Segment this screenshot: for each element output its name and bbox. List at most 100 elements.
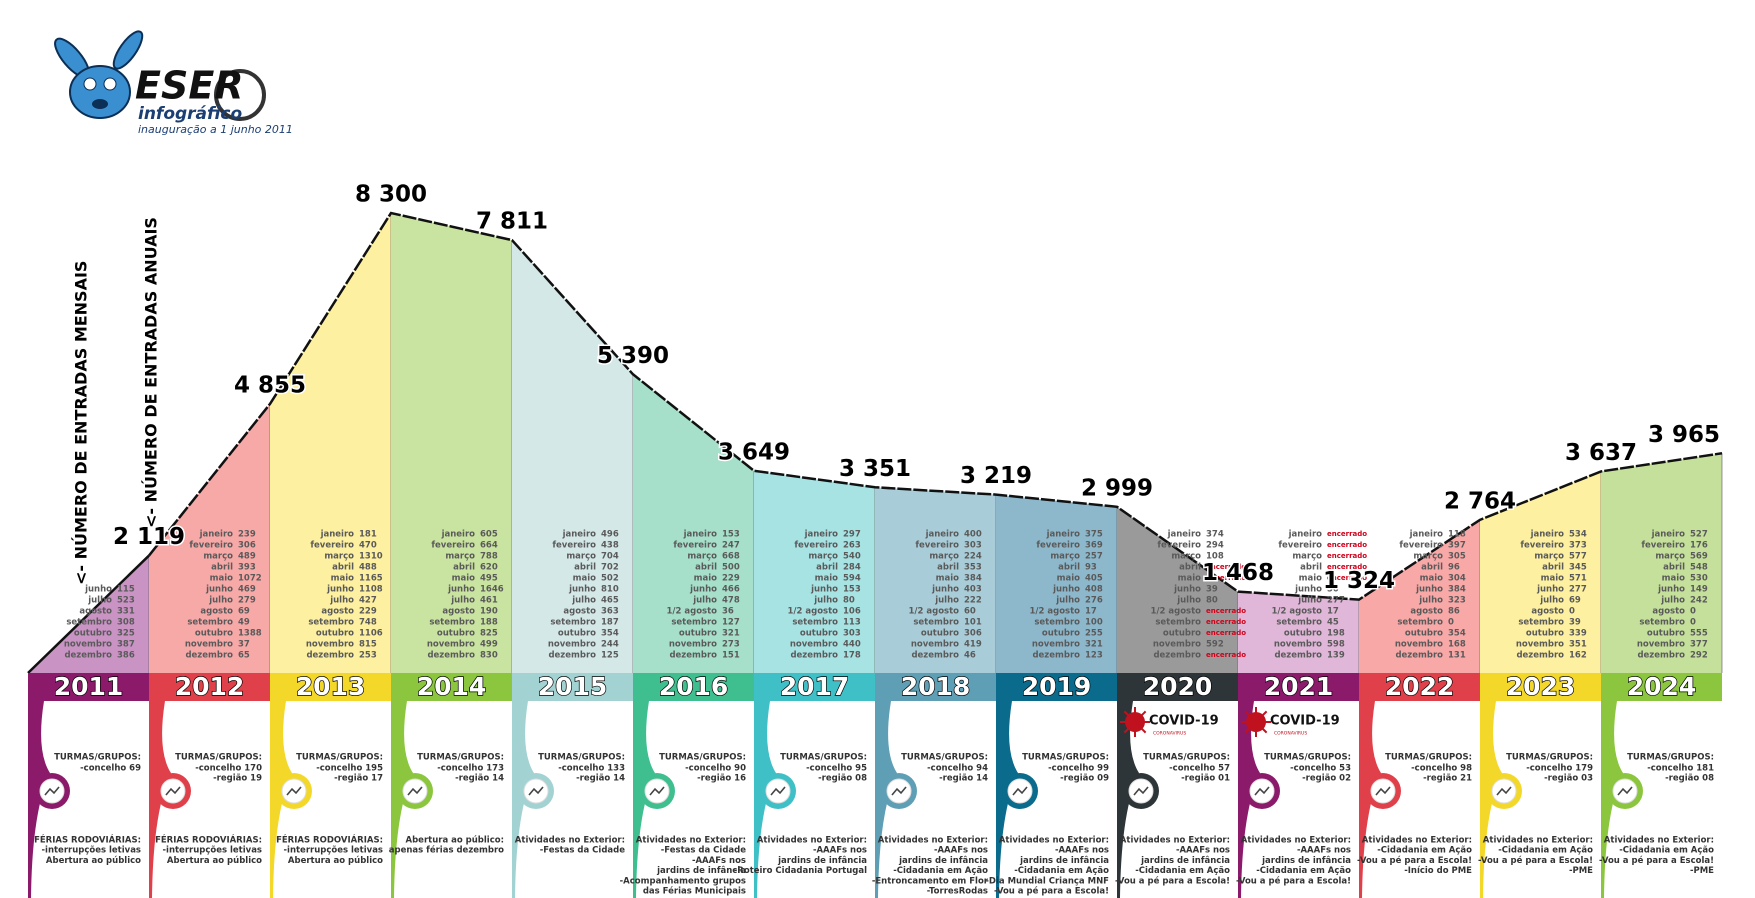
month-value: 351 [1569,640,1587,650]
value-label: 3 637 [1565,440,1637,466]
month-name: outubro [558,629,596,639]
month-name: fevereiro [310,541,354,551]
year-label: 2017 [780,672,850,701]
month-name: março [687,552,717,562]
month-name: dezembro [911,651,959,661]
month-name: outubro [195,629,233,639]
icon-trend [1496,786,1512,796]
groups-item: -concelho 95 [806,764,867,774]
month-value: 419 [964,640,982,650]
month-name: janeiro [441,530,476,540]
month-name: janeiro [1288,530,1323,540]
year-band [270,673,391,701]
groups-item: -concelho 98 [1411,764,1472,774]
month-value: 306 [964,629,982,639]
groups-title: TURMAS/GRUPOS: [1143,753,1230,763]
month-name: março [203,552,233,562]
month-value: 229 [722,574,740,584]
month-value: 825 [480,629,498,639]
month-value: 461 [480,596,498,606]
month-name: novembro [548,640,596,650]
activity-item: jardins de infância [1261,856,1351,866]
month-status: encerrado [1206,618,1246,626]
month-name: agosto [79,607,112,617]
month-name: julho [329,596,354,606]
month-value: 353 [964,563,982,573]
month-value: 403 [964,585,982,595]
activity-item: -Vou a pé para a Escola! [1478,855,1593,866]
month-name: outubro [1405,629,1443,639]
month-name: novembro [64,640,112,650]
icon-trend [407,786,423,796]
month-value: 257 [1085,552,1103,562]
activity-item: -Cidadania em Ação [1498,846,1593,856]
month-name: setembro [1276,618,1322,628]
area-segment [1117,506,1238,673]
month-value: 393 [238,563,256,573]
month-name: fevereiro [673,541,717,551]
month-name: julho [934,596,959,606]
month-value: 224 [964,552,982,562]
month-value: 530 [1690,574,1708,584]
activity-item: -interrupções letivas [163,846,263,856]
logo-head [69,65,131,119]
month-name: outubro [921,629,959,639]
month-value: 321 [722,629,740,639]
month-status: encerrado [1206,607,1246,615]
groups-title: TURMAS/GRUPOS: [1022,753,1109,763]
area-segment [1359,519,1480,673]
groups-title: TURMAS/GRUPOS: [1385,753,1472,763]
month-name: janeiro [562,530,597,540]
area-segment [391,213,512,673]
monthly-list: janeiro 605 fevereiro 664 março 788 abril 620 ma… [427,530,504,661]
month-value: 339 [1569,629,1587,639]
activity-item: -Cidadania em Ação [1619,846,1714,856]
month-value: 303 [843,629,861,639]
month-value: 748 [359,618,377,628]
year-band [1117,673,1238,701]
activity-item: -AAAFs nos [692,856,746,866]
logo-subtitle: infográfico [138,104,242,124]
monthly-list: janeiro 153 fevereiro 247 março 668 abril 500 ma… [666,530,739,661]
month-value: 354 [601,629,619,639]
year-label: 2016 [659,672,729,701]
month-name: maio [1057,574,1081,584]
month-value: 1646 [480,585,504,595]
groups-title: TURMAS/GRUPOS: [54,753,141,763]
month-value: 571 [1569,574,1587,584]
month-value: 702 [601,563,619,573]
month-name: março [808,552,838,562]
month-name: novembro [790,640,838,650]
month-name: dezembro [1395,651,1443,661]
month-name: julho [87,596,112,606]
month-name: junho [1415,585,1443,595]
month-value: 0 [1690,607,1696,617]
year-label: 2023 [1506,672,1576,701]
month-value: 305 [1448,552,1466,562]
groups-item: -região 14 [939,774,988,784]
groups-item: -região 17 [334,774,383,784]
value-label: 8 300 [355,182,427,208]
month-name: janeiro [1409,530,1444,540]
month-value: 363 [601,607,619,617]
month-value: 499 [480,640,498,650]
activity-item: Atividades no Exterior: [757,836,867,846]
year-panel: COVID-19 CORONAVIRUS TURMAS/GRUPOS:-concel… [1236,701,1359,898]
month-value: 427 [359,596,377,606]
month-name: fevereiro [794,541,838,551]
month-name: abril [816,563,838,573]
month-value: 222 [964,596,982,606]
month-name: outubro [800,629,838,639]
month-value: 0 [1690,618,1696,628]
month-value: 115 [117,585,135,595]
month-value: 297 [843,530,861,540]
month-name: maio [331,574,355,584]
month-name: setembro [1639,618,1685,628]
month-name: dezembro [306,651,354,661]
value-label: 2 119 [113,524,185,550]
month-name: outubro [74,629,112,639]
month-name: janeiro [320,530,355,540]
month-value: 810 [601,585,619,595]
monthly-list: janeiro 400 fevereiro 303 março 224 abril 353 ma… [908,530,981,661]
month-name: março [1413,552,1443,562]
